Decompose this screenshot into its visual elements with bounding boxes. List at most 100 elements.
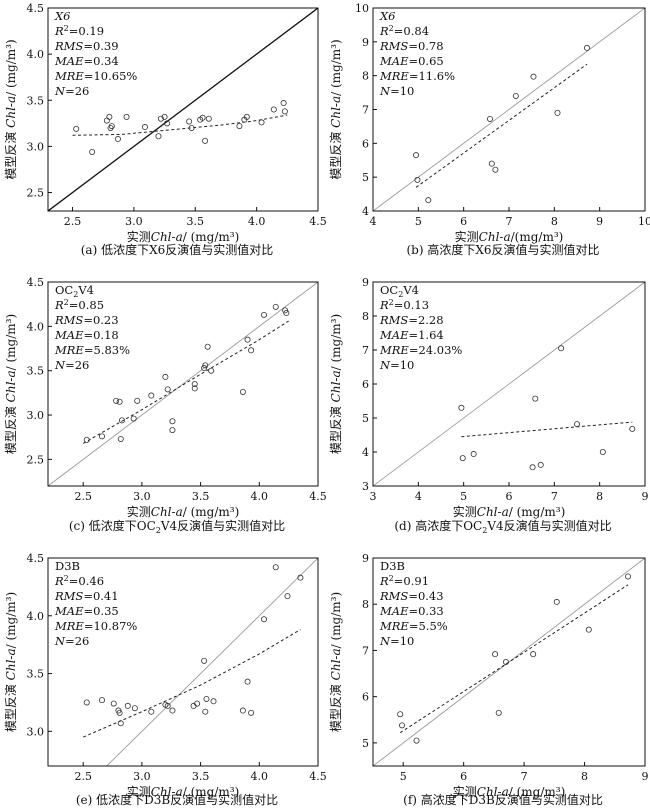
mre-stat: MRE=5.83%	[54, 343, 130, 357]
plot-frame	[47, 557, 319, 767]
x-tick-label: 9	[642, 770, 649, 783]
data-point	[116, 398, 123, 405]
y-tick-label: 3	[362, 480, 369, 493]
y-tick-label: 6	[362, 137, 369, 150]
data-point	[554, 109, 561, 116]
data-point	[236, 123, 243, 130]
x-tick-label: 5	[415, 215, 422, 228]
x-tick-label: 4.0	[251, 490, 269, 503]
data-point	[186, 118, 193, 125]
one-to-one-line	[106, 558, 318, 766]
one-to-one-line	[373, 558, 645, 766]
x-tick-label: 2.5	[64, 215, 82, 228]
data-point	[281, 108, 288, 115]
x-tick-label: 4.5	[309, 215, 327, 228]
data-point	[89, 148, 96, 155]
data-point	[414, 176, 421, 183]
panel-f: 5 6 7 8 9 5 6 7 8 9 D3BR2=0.91RMS=0.43MAE=0.33MRE=…	[328, 552, 649, 807]
y-tick-label: 4	[362, 205, 369, 218]
x-tick-label: 9	[596, 215, 603, 228]
x-tick-label: 8	[596, 490, 603, 503]
data-point	[164, 702, 171, 709]
r2-stat: R2=0.46	[54, 574, 104, 588]
y-tick-label: 2.5	[27, 453, 45, 466]
y-tick-label: 3.5	[27, 668, 45, 681]
y-tick-label: 4.5	[27, 276, 45, 289]
data-point	[201, 657, 208, 664]
data-point	[530, 651, 537, 658]
plot-frame	[47, 281, 319, 487]
fit-line	[415, 63, 588, 188]
x-tick-label: 6	[506, 490, 513, 503]
y-tick-label: 7	[362, 344, 369, 357]
y-axis-label: 模型反演 Chl-a/ (mg/m³)	[328, 592, 343, 732]
data-point	[134, 397, 141, 404]
fit-line	[83, 629, 301, 738]
one-to-one-line	[48, 282, 318, 486]
data-point	[284, 593, 291, 600]
data-point	[203, 695, 210, 702]
rms-stat: RMS=0.23	[54, 313, 119, 327]
data-point	[194, 700, 201, 707]
data-point	[148, 392, 155, 399]
data-point	[116, 709, 123, 716]
r2-stat: R2=0.85	[54, 298, 104, 312]
rms-stat: RMS=2.28	[379, 313, 444, 327]
mae-stat: MAE=0.18	[54, 328, 119, 342]
data-point	[169, 418, 176, 425]
data-point	[204, 343, 211, 350]
data-point	[188, 124, 195, 131]
data-point	[99, 697, 106, 704]
data-point	[201, 365, 208, 372]
n-stat: N=26	[54, 634, 89, 648]
x-tick-label: 6	[460, 215, 467, 228]
data-point	[243, 113, 250, 120]
y-tick-label: 10	[355, 2, 369, 15]
x-tick-label: 3.0	[133, 770, 151, 783]
y-axis-label: 模型反演 Chl-a/ (mg/m³)	[3, 592, 18, 732]
data-point	[283, 310, 290, 317]
data-point	[272, 564, 279, 571]
panel-caption: (a) 低浓度下X6反演值与实测值对比	[81, 242, 274, 257]
y-tick-label: 5	[362, 412, 369, 425]
rms-stat: RMS=0.39	[54, 39, 119, 53]
data-point	[106, 113, 113, 120]
y-tick-label: 8	[362, 70, 369, 83]
y-tick-label: 3.5	[27, 365, 45, 378]
y-tick-label: 7	[362, 104, 369, 117]
data-point	[553, 598, 560, 605]
data-point	[599, 448, 606, 455]
data-point	[114, 136, 121, 143]
y-tick-label: 4.0	[27, 48, 45, 61]
data-point	[529, 464, 536, 471]
data-point	[202, 362, 209, 369]
x-tick-label: 7	[521, 770, 528, 783]
data-point	[162, 373, 169, 380]
x-axis-label: 实测Chl-a/(mg/m³)	[455, 229, 564, 244]
y-tick-label: 6	[362, 691, 369, 704]
panel-d: 3 4 5 6 7 8 9 3 4 5 6 7 8 9 OC2V4R2=0.13RMS=2.28MAE=1.…	[328, 276, 649, 535]
rms-stat: RMS=0.43	[379, 589, 444, 603]
y-axis-label: 模型反演 Chl-a/ (mg/m³)	[328, 39, 343, 179]
data-point	[155, 133, 162, 140]
data-point	[210, 698, 217, 705]
r2-stat: R2=0.19	[54, 24, 104, 38]
data-point	[282, 307, 289, 314]
data-point	[130, 415, 137, 422]
fit-line	[72, 114, 288, 136]
data-point	[131, 705, 138, 712]
panel-c: 2.5 3.0 3.5 4.0 4.5 2.5 3.0 3.5 4.0 4.5 OC2V4R2=0.…	[3, 276, 327, 535]
n-stat: N=26	[54, 358, 89, 372]
x-tick-label: 5	[400, 770, 407, 783]
data-point	[512, 92, 519, 99]
data-point	[625, 573, 632, 580]
one-to-one-line	[373, 282, 645, 486]
data-point	[169, 707, 176, 714]
mae-stat: MAE=0.33	[379, 604, 444, 618]
x-tick-label: 4.5	[309, 770, 327, 783]
y-tick-label: 3.0	[27, 409, 45, 422]
x-tick-label: 7	[506, 215, 513, 228]
data-point	[118, 417, 125, 424]
y-tick-label: 4	[362, 446, 369, 459]
y-tick-label: 5	[362, 171, 369, 184]
